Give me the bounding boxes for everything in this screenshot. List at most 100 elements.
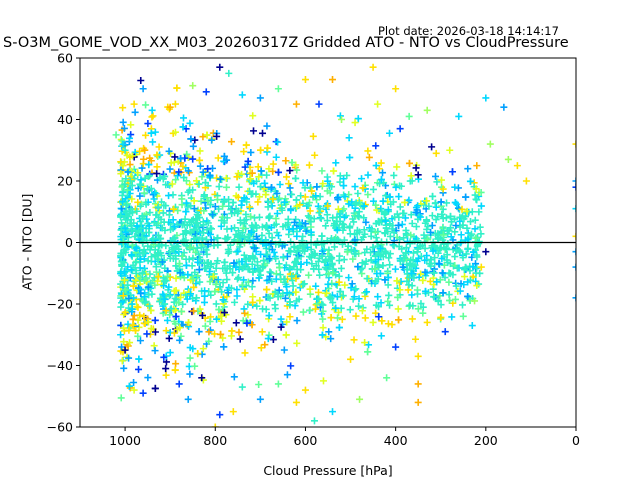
cloud-point bbox=[371, 265, 379, 273]
cloud-point bbox=[165, 211, 173, 219]
cloud-point bbox=[240, 194, 248, 202]
cloud-point bbox=[292, 288, 300, 296]
cloud-point bbox=[467, 218, 475, 226]
cloud-point bbox=[464, 235, 472, 243]
cloud-point bbox=[292, 274, 300, 282]
data-point bbox=[130, 100, 138, 108]
cloud-point bbox=[394, 293, 402, 301]
cloud-point bbox=[346, 154, 354, 162]
cloud-point bbox=[460, 281, 468, 289]
cloud-point bbox=[422, 197, 430, 205]
cloud-point bbox=[306, 306, 314, 314]
cloud-point bbox=[265, 214, 273, 222]
cloud-point bbox=[396, 286, 404, 294]
cloud-point bbox=[231, 209, 239, 217]
cloud-point bbox=[189, 142, 197, 150]
cloud-point bbox=[290, 242, 298, 250]
cloud-point bbox=[309, 251, 317, 259]
cloud-point bbox=[463, 224, 471, 232]
x-tick-label: 600 bbox=[294, 433, 318, 448]
data-point bbox=[310, 417, 318, 425]
cloud-point bbox=[409, 249, 417, 257]
cloud-point bbox=[335, 278, 343, 286]
cloud-point bbox=[451, 295, 459, 303]
cloud-point bbox=[167, 305, 175, 313]
cloud-point bbox=[377, 299, 385, 307]
cloud-point bbox=[384, 273, 392, 281]
cloud-point bbox=[171, 128, 179, 136]
cloud-point bbox=[153, 170, 161, 178]
cloud-point bbox=[437, 314, 445, 322]
cloud-point bbox=[454, 204, 462, 212]
cloud-point bbox=[151, 384, 159, 392]
cloud-point bbox=[291, 218, 299, 226]
cloud-point bbox=[358, 259, 366, 267]
cloud-point bbox=[460, 215, 468, 223]
data-point bbox=[112, 131, 120, 139]
data-point bbox=[121, 346, 129, 354]
cloud-point bbox=[293, 339, 301, 347]
cloud-point bbox=[419, 276, 427, 284]
cloud-point bbox=[160, 201, 168, 209]
cloud-point bbox=[273, 189, 281, 197]
cloud-point bbox=[201, 322, 209, 330]
cloud-point bbox=[376, 244, 384, 252]
cloud-point bbox=[329, 214, 337, 222]
cloud-point bbox=[147, 325, 155, 333]
cloud-point bbox=[329, 299, 337, 307]
cloud-point bbox=[124, 168, 132, 176]
cloud-point bbox=[231, 224, 239, 232]
cloud-point bbox=[249, 223, 257, 231]
cloud-point bbox=[160, 218, 168, 226]
cloud-point bbox=[214, 154, 222, 162]
cloud-point bbox=[427, 228, 435, 236]
cloud-point bbox=[223, 183, 231, 191]
cloud-point bbox=[128, 195, 136, 203]
cloud-point bbox=[165, 248, 173, 256]
cloud-point bbox=[147, 306, 155, 314]
cloud-point bbox=[202, 264, 210, 272]
cloud-point bbox=[190, 283, 198, 291]
cloud-point bbox=[401, 214, 409, 222]
data-point bbox=[459, 312, 467, 320]
cloud-point bbox=[125, 382, 133, 390]
cloud-point bbox=[227, 206, 235, 214]
data-point bbox=[130, 386, 138, 394]
cloud-point bbox=[432, 172, 440, 180]
cloud-point bbox=[284, 215, 292, 223]
cloud-point bbox=[150, 219, 158, 227]
cloud-point bbox=[286, 298, 294, 306]
cloud-point bbox=[408, 315, 416, 323]
cloud-point bbox=[335, 257, 343, 265]
cloud-point bbox=[247, 213, 255, 221]
data-point bbox=[374, 100, 382, 108]
cloud-point bbox=[350, 218, 358, 226]
cloud-point bbox=[372, 142, 380, 150]
cloud-point bbox=[332, 159, 340, 167]
cloud-point bbox=[162, 371, 170, 379]
cloud-point bbox=[156, 297, 164, 305]
cloud-point bbox=[165, 147, 173, 155]
cloud-point bbox=[250, 179, 258, 187]
cloud-point bbox=[153, 163, 161, 171]
cloud-point bbox=[267, 223, 275, 231]
cloud-point bbox=[315, 295, 323, 303]
cloud-point bbox=[255, 213, 263, 221]
cloud-point bbox=[243, 198, 251, 206]
cloud-point bbox=[204, 219, 212, 227]
cloud-point bbox=[225, 248, 233, 256]
cloud-point bbox=[255, 381, 263, 389]
cloud-point bbox=[335, 308, 343, 316]
cloud-point bbox=[411, 335, 419, 343]
cloud-point bbox=[316, 214, 324, 222]
cloud-point bbox=[286, 184, 294, 192]
cloud-point bbox=[136, 255, 144, 263]
cloud-point bbox=[248, 321, 256, 329]
cloud-point bbox=[324, 280, 332, 288]
data-point bbox=[256, 94, 264, 102]
cloud-point bbox=[408, 291, 416, 299]
cloud-point bbox=[301, 220, 309, 228]
cloud-point bbox=[232, 231, 240, 239]
cloud-point bbox=[406, 240, 414, 248]
cloud-point bbox=[185, 218, 193, 226]
